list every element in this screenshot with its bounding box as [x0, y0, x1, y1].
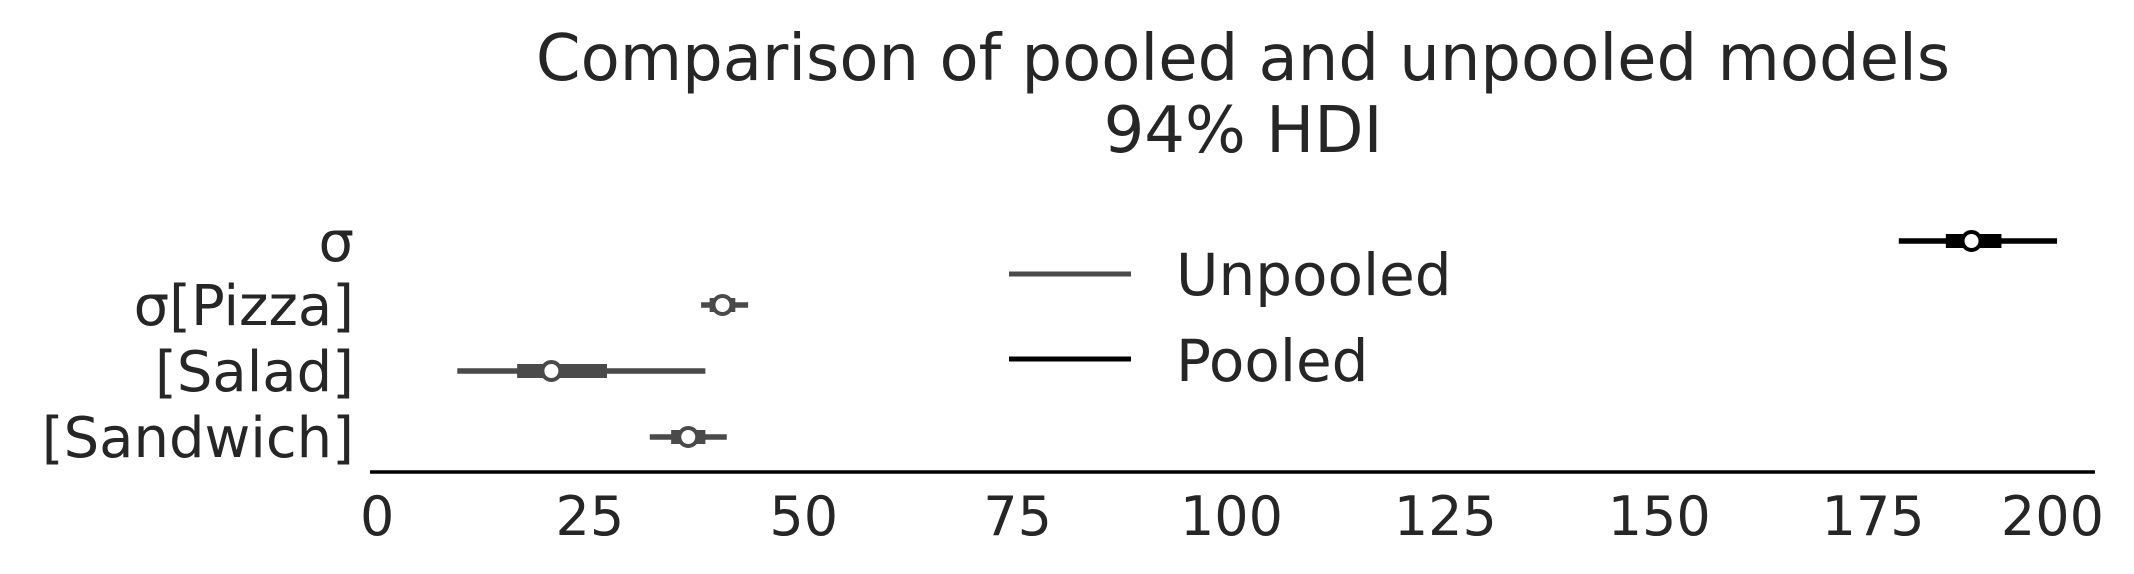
x-tick-label: 100	[1180, 485, 1283, 548]
row-label: [Sandwich]	[42, 406, 354, 471]
row-label: [Salad]	[155, 340, 354, 405]
row-label: σ	[319, 210, 355, 275]
x-tick-label: 125	[1394, 485, 1497, 548]
point-estimate	[540, 360, 563, 382]
point-estimate	[1960, 230, 1983, 252]
point-estimate	[711, 294, 734, 316]
chart-subtitle: 94% HDI	[1104, 94, 1383, 168]
x-tick-label: 75	[983, 485, 1052, 548]
legend-label-pooled: Pooled	[1176, 327, 1369, 395]
x-tick-label: 0	[360, 485, 394, 548]
row-labels: σσ[Pizza][Salad][Sandwich]	[42, 210, 354, 471]
x-tick-label: 150	[1608, 485, 1711, 548]
x-axis-ticks: 0 25 50 75 100 125 150 175 200	[360, 485, 2104, 548]
interval-marks	[457, 230, 2058, 448]
x-tick-label: 200	[2001, 485, 2104, 548]
row-label: σ[Pizza]	[134, 274, 354, 339]
x-tick-label: 50	[769, 485, 838, 548]
legend: Unpooled Pooled	[1009, 241, 1452, 395]
chart-title: Comparison of pooled and unpooled models	[536, 22, 1950, 96]
point-estimate	[677, 426, 700, 448]
x-tick-label: 25	[556, 485, 625, 548]
legend-label-unpooled: Unpooled	[1176, 241, 1452, 309]
x-tick-label: 175	[1822, 485, 1925, 548]
